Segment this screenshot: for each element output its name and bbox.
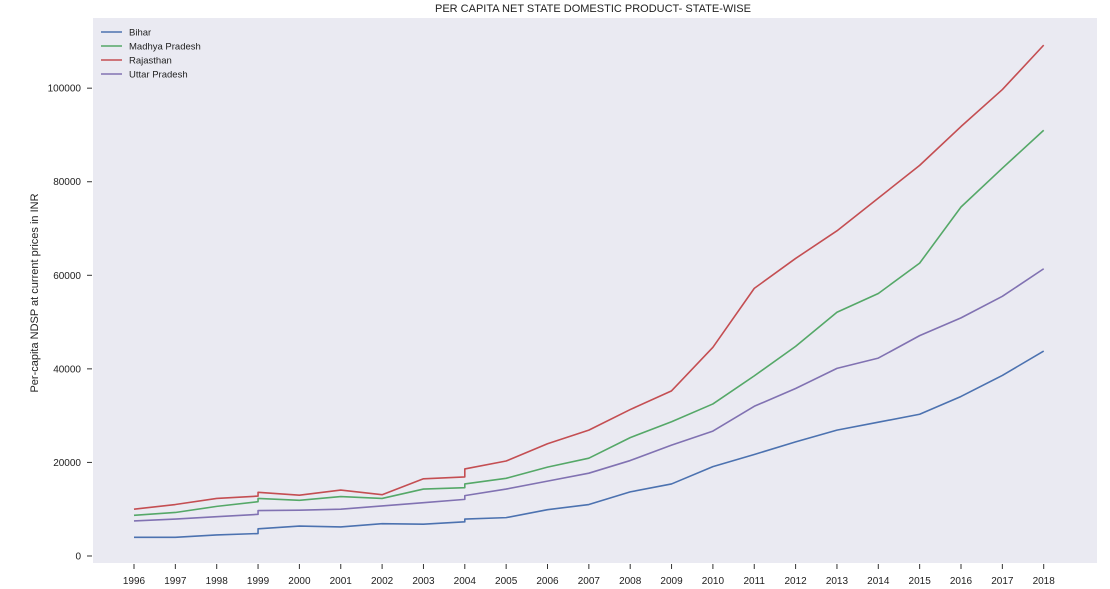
legend-label: Madhya Pradesh bbox=[129, 42, 201, 53]
legend: Bihar Madhya Pradesh Rajasthan Uttar Prades… bbox=[101, 28, 201, 81]
legend-label: Rajasthan bbox=[129, 56, 172, 67]
y-tick-label: 20000 bbox=[53, 458, 81, 469]
series-line-uttar-pradesh bbox=[133, 268, 1045, 522]
x-tick-label: 2009 bbox=[660, 576, 683, 587]
x-tick-label: 2006 bbox=[536, 576, 559, 587]
x-tick-label: 2015 bbox=[909, 576, 932, 587]
x-tick-label: 2013 bbox=[826, 576, 849, 587]
legend-label: Uttar Pradesh bbox=[129, 70, 188, 81]
x-tick-label: 1999 bbox=[247, 576, 270, 587]
x-axis-ticks: 1996 1997 1998 1999 2000 2001 2002 2003 2004 2005… bbox=[123, 564, 1055, 587]
plot-area bbox=[93, 18, 1097, 563]
series-line-bihar bbox=[134, 350, 1045, 539]
x-tick-label: 2007 bbox=[578, 576, 601, 587]
x-tick-label: 2001 bbox=[330, 576, 353, 587]
x-tick-label: 2017 bbox=[991, 576, 1014, 587]
x-tick-label: 2018 bbox=[1033, 576, 1056, 587]
x-tick-label: 2005 bbox=[495, 576, 518, 587]
chart-title: PER CAPITA NET STATE DOMESTIC PRODUCT- S… bbox=[435, 3, 751, 15]
series-line-madhya-pradesh bbox=[133, 129, 1045, 517]
x-tick-label: 2012 bbox=[784, 576, 807, 587]
x-tick-label: 2000 bbox=[288, 576, 311, 587]
x-tick-label: 2004 bbox=[454, 576, 477, 587]
x-tick-label: 2010 bbox=[702, 576, 725, 587]
y-axis-ticks: 0 20000 40000 60000 80000 100000 bbox=[48, 84, 92, 562]
y-tick-label: 0 bbox=[75, 551, 81, 562]
x-tick-label: 2003 bbox=[412, 576, 435, 587]
x-tick-label: 2014 bbox=[867, 576, 890, 587]
y-tick-label: 40000 bbox=[53, 364, 81, 375]
y-tick-label: 80000 bbox=[53, 177, 81, 188]
series-lines bbox=[133, 44, 1045, 539]
y-tick-label: 100000 bbox=[48, 84, 82, 95]
series-line-rajasthan bbox=[133, 44, 1045, 510]
x-tick-label: 2008 bbox=[619, 576, 642, 587]
x-tick-label: 2016 bbox=[950, 576, 973, 587]
x-tick-label: 1997 bbox=[164, 576, 187, 587]
x-tick-label: 2002 bbox=[371, 576, 394, 587]
y-tick-label: 60000 bbox=[53, 271, 81, 282]
x-tick-label: 1998 bbox=[206, 576, 229, 587]
x-tick-label: 2011 bbox=[743, 576, 765, 587]
x-tick-label: 1996 bbox=[123, 576, 146, 587]
legend-label: Bihar bbox=[129, 28, 151, 39]
